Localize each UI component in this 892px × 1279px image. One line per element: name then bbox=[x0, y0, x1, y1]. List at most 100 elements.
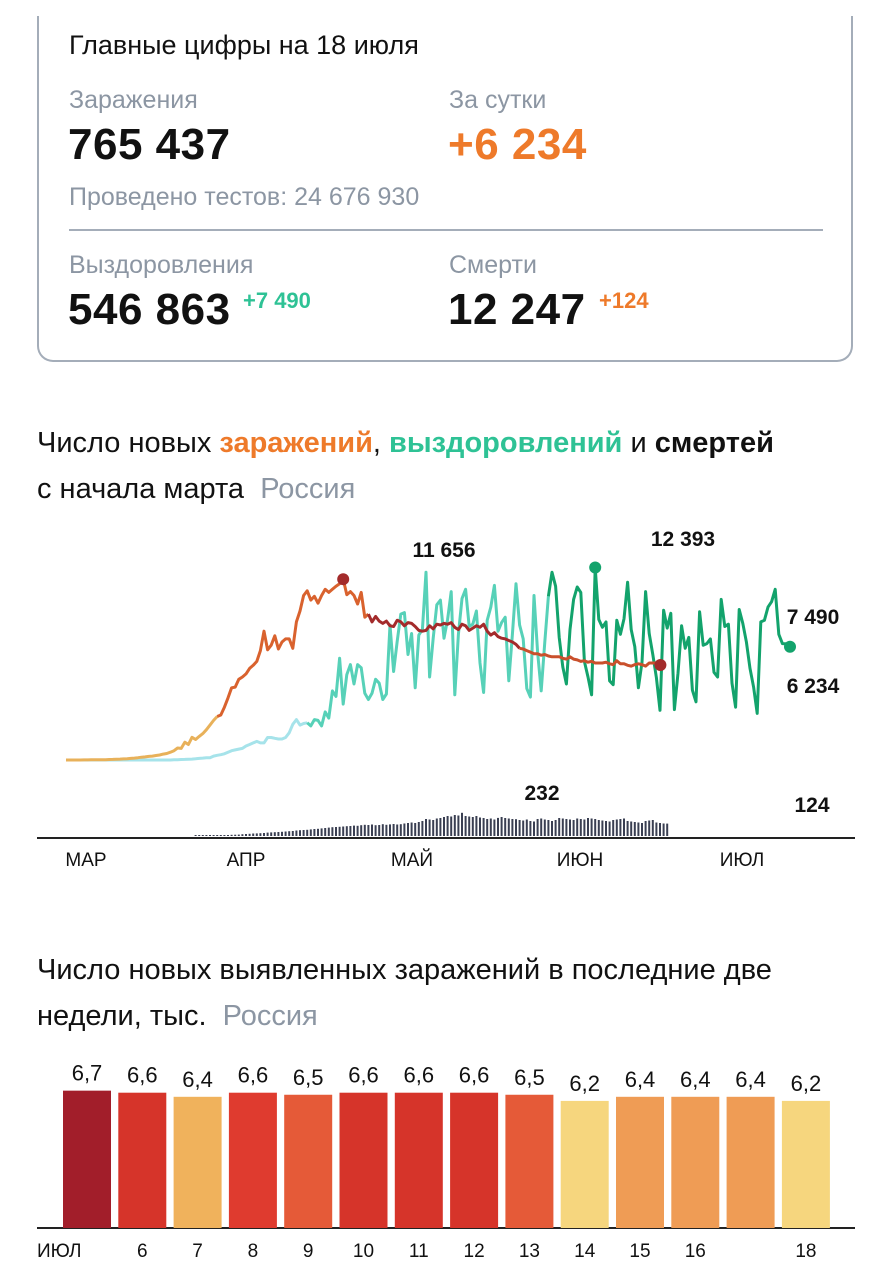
bar-value-label: 6,2 bbox=[569, 1071, 600, 1096]
infections-total: 765 437 bbox=[68, 120, 231, 169]
day-label: 9 bbox=[303, 1241, 314, 1262]
summary-card: Главные цифры на 18 июля Заражения 765 4… bbox=[37, 16, 853, 362]
death-bar bbox=[392, 824, 395, 836]
death-bar bbox=[648, 820, 651, 836]
death-bar bbox=[500, 817, 503, 836]
death-bar bbox=[590, 818, 593, 836]
death-bar bbox=[327, 827, 330, 836]
death-bar bbox=[320, 828, 323, 836]
deaths-total: 12 247 bbox=[448, 285, 586, 334]
daily-bar bbox=[560, 1100, 609, 1228]
death-bar bbox=[536, 819, 539, 836]
death-bar bbox=[482, 818, 485, 836]
death-bar bbox=[194, 835, 197, 836]
daily-bar bbox=[394, 1092, 443, 1228]
infections-last-dot bbox=[654, 659, 667, 671]
death-bar bbox=[641, 823, 643, 836]
bar-value-label: 6,6 bbox=[127, 1063, 158, 1088]
daily-bar bbox=[63, 1090, 111, 1228]
death-bar bbox=[309, 829, 312, 836]
day-label: 14 bbox=[574, 1241, 596, 1262]
chart1-heading-text: Число новых bbox=[37, 427, 220, 459]
death-bar bbox=[205, 835, 208, 836]
death-bar bbox=[443, 817, 445, 836]
death-bar bbox=[507, 818, 510, 836]
death-bar bbox=[403, 823, 406, 836]
tests-text: Проведено тестов: 24 676 930 bbox=[69, 183, 420, 211]
day-label: 8 bbox=[248, 1241, 259, 1262]
death-bar bbox=[414, 823, 417, 836]
day-label: За сутки bbox=[449, 86, 547, 114]
death-bar bbox=[612, 820, 615, 836]
daily-bar bbox=[284, 1094, 333, 1228]
death-bar bbox=[655, 822, 658, 836]
daily-bar bbox=[118, 1092, 167, 1228]
summary-title: Главные цифры на 18 июля bbox=[69, 30, 419, 60]
death-bar bbox=[270, 832, 273, 836]
recovered-label: Выздоровления bbox=[69, 251, 254, 279]
death-bar bbox=[666, 823, 669, 836]
death-bar bbox=[396, 824, 399, 836]
month-label: ИЮЛ bbox=[720, 850, 764, 871]
death-bar bbox=[450, 816, 453, 836]
death-bar bbox=[252, 833, 255, 836]
death-bar bbox=[543, 819, 546, 836]
death-bar bbox=[615, 819, 618, 836]
death-bar bbox=[266, 832, 269, 836]
death-bar bbox=[601, 820, 604, 836]
recoveries-peak-label: 12 393 bbox=[651, 528, 715, 551]
death-bar bbox=[637, 822, 640, 836]
deaths-last-label: 124 bbox=[794, 794, 829, 817]
death-bar bbox=[529, 821, 532, 836]
daily-bar bbox=[616, 1096, 664, 1228]
death-bar bbox=[579, 819, 582, 836]
death-bar bbox=[288, 831, 291, 836]
death-bar bbox=[558, 818, 561, 836]
death-bar bbox=[626, 821, 629, 836]
death-bar bbox=[198, 835, 201, 836]
death-bar bbox=[313, 829, 316, 836]
infections-line bbox=[367, 613, 521, 650]
day-label: 16 bbox=[685, 1241, 706, 1262]
bar-value-label: 6,6 bbox=[238, 1063, 269, 1088]
death-bar bbox=[515, 819, 517, 836]
death-bar bbox=[471, 817, 474, 836]
death-bar bbox=[385, 824, 388, 836]
death-bar bbox=[374, 825, 377, 836]
day-label: 13 bbox=[519, 1241, 540, 1262]
death-bar bbox=[623, 818, 625, 836]
day-label: 11 bbox=[409, 1241, 429, 1262]
death-bar bbox=[360, 825, 363, 836]
death-bar bbox=[338, 826, 341, 836]
death-bar bbox=[475, 816, 478, 836]
infections-last-label: 6 234 bbox=[787, 675, 840, 698]
bar-value-label: 6,4 bbox=[182, 1067, 213, 1092]
death-bar bbox=[216, 835, 219, 836]
death-bar bbox=[234, 834, 237, 836]
day-label: 7 bbox=[192, 1241, 203, 1262]
line-chart: МАР АПР МАЙ ИЮН ИЮЛ 11 656 12 393 7 490 6 234 232… bbox=[37, 528, 855, 871]
death-bar bbox=[277, 832, 280, 836]
death-bar bbox=[608, 821, 611, 836]
death-bar bbox=[453, 815, 456, 836]
death-bar bbox=[241, 834, 244, 836]
death-bar bbox=[389, 824, 391, 836]
day-label: 18 bbox=[795, 1241, 816, 1262]
death-bar bbox=[399, 824, 402, 836]
chart2-heading: Число новых выявленных заражений в после… bbox=[37, 954, 772, 986]
death-bar bbox=[461, 812, 463, 836]
death-bar bbox=[342, 826, 345, 836]
death-bar bbox=[209, 835, 211, 836]
death-bar bbox=[248, 833, 251, 836]
bar-value-label: 6,6 bbox=[348, 1063, 379, 1088]
death-bar bbox=[410, 822, 413, 836]
death-bar bbox=[525, 819, 528, 836]
death-bar bbox=[583, 819, 586, 836]
death-bar bbox=[605, 821, 607, 836]
death-bar bbox=[594, 819, 597, 836]
death-bar bbox=[597, 820, 600, 836]
day-label: 12 bbox=[464, 1241, 485, 1262]
bar-value-label: 6,5 bbox=[514, 1065, 545, 1090]
death-bar bbox=[302, 830, 305, 836]
chart1-subheading-text: с начала марта bbox=[37, 473, 245, 505]
